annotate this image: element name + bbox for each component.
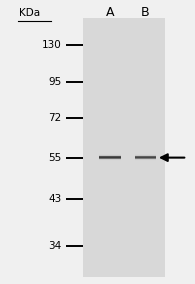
Bar (99, 155, 121, 156)
Text: A: A (106, 6, 114, 19)
Bar (99, 155, 121, 156)
Bar (135, 159, 156, 160)
Bar (99, 160, 121, 161)
Bar (99, 157, 121, 158)
Text: 130: 130 (42, 40, 61, 51)
Text: 34: 34 (48, 241, 61, 251)
Bar (135, 155, 156, 156)
Bar (99, 158, 121, 159)
Text: B: B (141, 6, 150, 19)
Bar (135, 154, 156, 155)
Bar (99, 157, 121, 158)
Bar (99, 161, 121, 162)
Bar (99, 156, 121, 157)
Bar (135, 156, 156, 157)
Bar (135, 158, 156, 159)
Bar (135, 153, 156, 154)
Bar (99, 154, 121, 155)
Text: 95: 95 (48, 77, 61, 87)
Bar (135, 160, 156, 161)
Text: 55: 55 (48, 153, 61, 163)
Bar (135, 161, 156, 162)
Bar (99, 161, 121, 162)
Bar (135, 156, 156, 157)
Bar (99, 153, 121, 154)
Bar (83, 18, 165, 277)
Bar (99, 153, 121, 154)
Bar (135, 157, 156, 158)
Text: 72: 72 (48, 113, 61, 123)
Bar (99, 159, 121, 160)
Text: 43: 43 (48, 194, 61, 204)
Bar (135, 153, 156, 154)
Bar (99, 159, 121, 160)
Text: KDa: KDa (19, 8, 40, 18)
Bar (99, 160, 121, 161)
Bar (135, 159, 156, 160)
Bar (135, 154, 156, 155)
Bar (135, 160, 156, 161)
Bar (99, 158, 121, 159)
Bar (135, 158, 156, 159)
Bar (99, 156, 121, 157)
Bar (99, 154, 121, 155)
Bar (135, 157, 156, 158)
Bar (135, 161, 156, 162)
Bar (135, 155, 156, 156)
